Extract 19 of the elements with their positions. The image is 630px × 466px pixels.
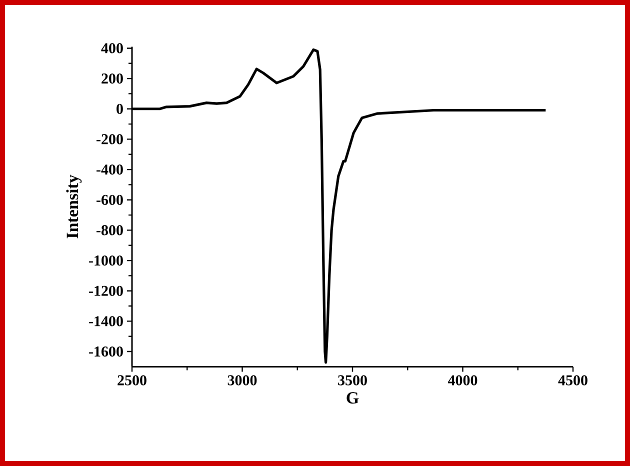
x-axis-title: G — [346, 392, 359, 404]
y-tick-label: -1600 — [89, 346, 123, 357]
y-tick-label: -800 — [96, 225, 123, 236]
y-axis-title: Intensity — [66, 174, 82, 238]
y-tick-label: -200 — [96, 134, 123, 144]
x-tick-label: 4000 — [448, 375, 478, 386]
x-tick-label: 3000 — [228, 375, 257, 386]
y-tick-label: -400 — [96, 164, 123, 175]
x-tick-label: 2500 — [118, 375, 146, 386]
x-tick-label: 4500 — [558, 375, 588, 386]
y-tick-label: -600 — [96, 194, 123, 205]
y-tick-label: 400 — [101, 43, 123, 54]
line-series — [130, 48, 547, 364]
y-tick-label: -1000 — [89, 255, 123, 266]
y-tick-label: -1200 — [89, 286, 123, 296]
x-tick-label: 3500 — [338, 375, 367, 386]
y-tick-label: 0 — [116, 104, 123, 114]
y-tick-label: -1400 — [89, 316, 123, 326]
y-tick-label: 200 — [102, 73, 123, 84]
